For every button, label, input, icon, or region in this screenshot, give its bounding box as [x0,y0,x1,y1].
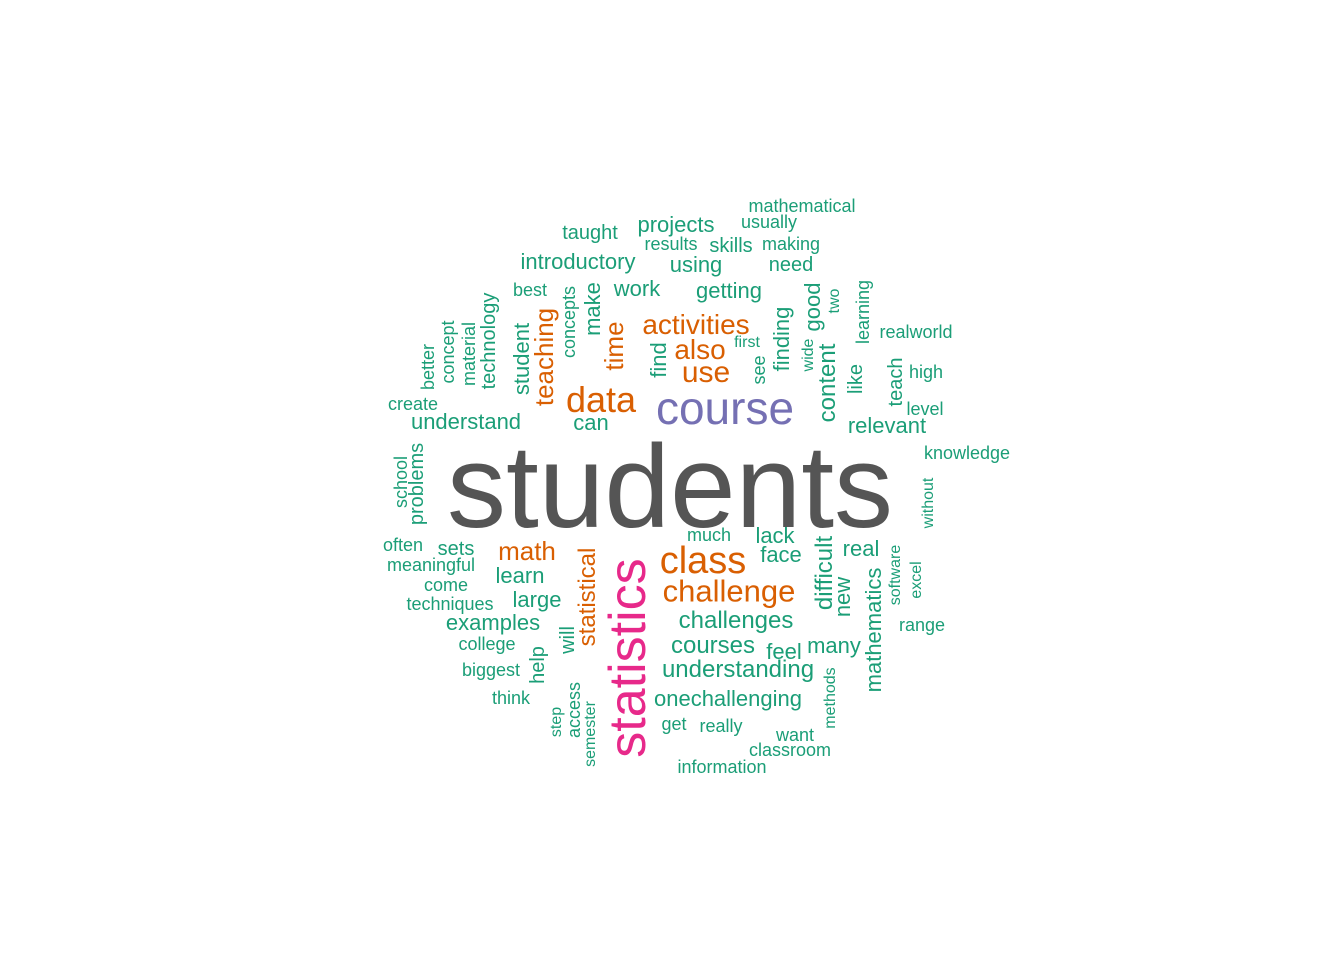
word-face: face [760,542,802,567]
word-first: first [734,334,760,351]
word-math: math [498,536,556,566]
word-think: think [491,688,531,708]
word-use: use [681,356,731,389]
word-making: making [761,234,821,254]
word-realworld: realworld [879,322,953,342]
word-lack: lack [755,523,795,548]
word-techniques: techniques [406,594,494,614]
word-will: will [557,626,579,654]
word-better: better [418,343,438,391]
word-create: create [387,394,439,414]
word-introductory: introductory [520,249,636,274]
word-mathematics: mathematics [861,567,886,693]
word-taught: taught [562,222,618,244]
word-meaningful: meaningful [386,555,476,575]
word-content: content [814,343,841,423]
word-feel: feel [766,639,802,664]
word-statistics: statistics [599,558,657,758]
word-getting: getting [695,278,763,303]
word-semester: semester [582,701,599,767]
word-sets: sets [437,538,475,560]
word-like: like [845,363,867,395]
word-class: class [659,540,747,582]
word-often: often [382,535,424,555]
word-concepts: concepts [559,285,579,359]
word-statistical: statistical [574,547,601,647]
word-biggest: biggest [461,660,521,680]
word-without: without [920,477,937,529]
word-get: get [661,714,687,734]
word-step: step [548,706,565,738]
word-excel: excel [908,561,925,599]
word-relevant: relevant [847,413,927,438]
word-new: new [830,576,855,618]
word-much: much [686,525,732,545]
word-material: material [459,321,479,387]
word-large: large [512,587,562,612]
word-usually: usually [740,212,798,232]
word-information: information [677,757,767,777]
word-range: range [898,615,946,635]
word-learning: learning [853,279,873,345]
word-software: software [887,544,904,606]
word-many: many [807,633,861,658]
word-methods: methods [822,667,839,729]
word-really: really [699,716,743,736]
word-examples: examples [445,610,541,635]
word-work: work [613,276,661,301]
word-challenge: challenge [662,573,796,609]
word-technology: technology [478,292,500,390]
word-high: high [908,362,944,382]
word-come: come [423,575,469,595]
word-courses: courses [670,632,756,659]
word-using: using [669,252,723,277]
word-students: students [446,421,894,553]
word-onechallenging: onechallenging [653,686,803,711]
word-skills: skills [709,235,753,257]
word-access: access [564,681,584,739]
word-teach: teach [885,357,907,407]
word-best: best [512,280,548,300]
word-good: good [800,282,825,332]
word-can: can [573,410,609,435]
word-knowledge: knowledge [923,443,1011,463]
word-projects: projects [637,212,715,237]
word-college: college [458,634,516,654]
word-mathematical: mathematical [748,196,856,216]
word-challenges: challenges [678,607,794,634]
word-find: find [646,342,671,378]
word-need: need [768,254,814,276]
word-activities: activities [642,309,750,340]
word-results: results [644,234,698,254]
word-level: level [906,399,944,419]
word-also: also [674,334,726,365]
word-data: data [565,379,637,420]
word-real: real [842,536,880,561]
word-help: help [527,646,549,684]
word-classroom: classroom [748,740,832,760]
word-learn: learn [495,563,545,588]
word-two: two [826,288,843,314]
word-teaching: teaching [529,307,559,407]
word-concept: concept [438,320,458,384]
word-make: make [580,282,605,336]
word-course: course [655,382,795,434]
word-school: school [391,455,411,509]
word-finding: finding [769,306,794,372]
word-student: student [509,322,534,396]
word-understanding: understanding [661,656,815,683]
word-want: want [775,725,815,745]
word-understand: understand [410,409,522,434]
word-wide: wide [800,338,817,372]
word-see: see [749,355,769,385]
